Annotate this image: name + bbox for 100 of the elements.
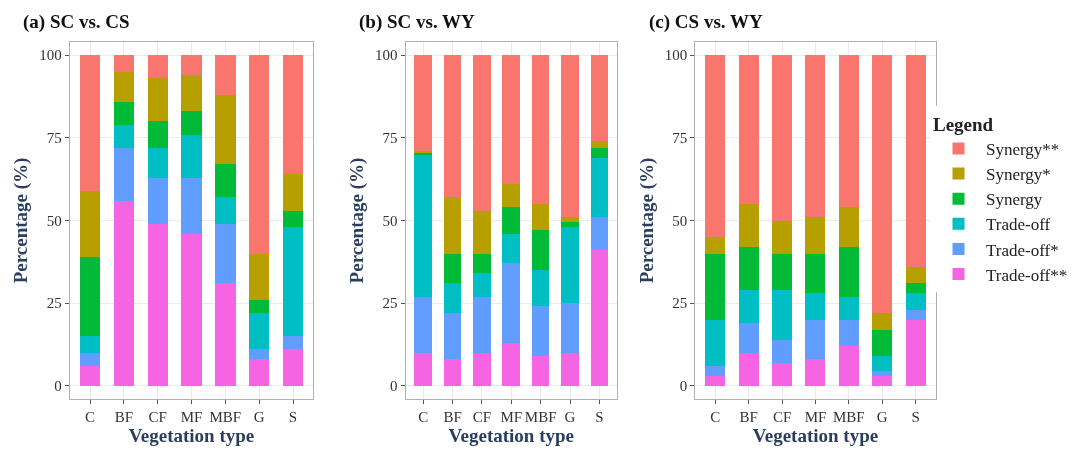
bar: [113, 147, 135, 201]
y-tick-label: 75: [672, 130, 688, 147]
y-tick-label: 0: [390, 378, 398, 395]
bar: [905, 319, 926, 386]
bar: [531, 230, 550, 271]
bar: [215, 94, 236, 165]
bar: [705, 375, 726, 386]
bar: [249, 359, 270, 386]
y-tick-label: 75: [46, 130, 62, 147]
legend-label: Trade-off**: [986, 265, 1068, 285]
bar: [590, 250, 609, 386]
bar: [590, 55, 609, 142]
bar: [147, 147, 168, 178]
bar: [147, 55, 168, 79]
y-tick-label: 25: [382, 295, 398, 312]
x-tick-label: C: [418, 409, 429, 425]
x-tick-label: G: [564, 409, 576, 425]
bar: [147, 223, 168, 386]
x-tick-label: MF: [180, 409, 203, 425]
bar: [531, 356, 550, 386]
bar: [590, 141, 609, 148]
bar: [282, 174, 304, 211]
x-axis-title: Vegetation type: [448, 425, 574, 446]
y-tick-label: 100: [39, 47, 62, 64]
x-tick-label: C: [710, 409, 721, 425]
x-tick-label: C: [85, 409, 96, 425]
y-tick-label: 100: [664, 47, 688, 64]
bar: [905, 283, 926, 294]
bar: [79, 256, 101, 337]
bar: [181, 134, 202, 178]
bar: [905, 293, 926, 310]
bar: [79, 190, 101, 257]
bar: [561, 227, 579, 304]
bar: [473, 352, 491, 386]
legend-label: Synergy: [986, 190, 1043, 210]
y-axis-title: Percentage (%): [635, 157, 658, 284]
bar: [502, 233, 521, 264]
bar: [113, 101, 135, 125]
bar: [838, 319, 859, 347]
bar: [561, 217, 579, 223]
bar: [473, 210, 491, 254]
bar: [705, 365, 726, 376]
bar: [838, 346, 859, 386]
bar: [872, 313, 893, 330]
chart-title: (b) SC vs. WY: [359, 11, 476, 33]
bar: [590, 147, 609, 158]
bar: [282, 227, 304, 337]
bar: [249, 313, 270, 350]
bar: [738, 322, 759, 353]
x-tick-label: BF: [739, 409, 758, 425]
bar: [738, 203, 759, 247]
bar: [531, 55, 550, 204]
bar: [79, 55, 101, 191]
bar: [473, 296, 491, 353]
bar: [181, 55, 202, 76]
bar: [738, 246, 759, 290]
x-tick-label: MBF: [524, 409, 557, 425]
bar: [79, 352, 101, 366]
y-tick-label: 50: [46, 212, 62, 229]
bar: [872, 55, 893, 314]
x-tick-label: BF: [443, 409, 462, 425]
x-tick-label: S: [595, 409, 604, 425]
bar: [113, 124, 135, 148]
bar: [414, 352, 433, 386]
y-axis-title: Percentage (%): [10, 157, 33, 284]
bar: [805, 359, 826, 386]
legend-label: Trade-off: [986, 215, 1051, 235]
legend-label: Synergy*: [986, 165, 1051, 185]
bar: [772, 289, 793, 340]
bar: [502, 342, 521, 386]
bar: [905, 55, 926, 267]
x-tick-label: MBF: [209, 409, 242, 425]
x-tick-label: CF: [772, 409, 792, 425]
bar: [738, 55, 759, 204]
bar: [113, 71, 135, 102]
chart-title: (a) SC vs. CS: [23, 11, 130, 33]
bar: [531, 270, 550, 307]
bar: [282, 210, 304, 228]
bar: [215, 197, 236, 224]
bar: [705, 319, 726, 366]
x-tick-label: CF: [472, 409, 492, 425]
bar: [473, 55, 491, 211]
x-tick-label: CF: [148, 409, 167, 425]
bar: [590, 217, 609, 251]
bar: [282, 336, 304, 350]
bar: [805, 319, 826, 360]
bar: [181, 75, 202, 112]
y-tick-label: 0: [54, 378, 62, 395]
bar: [249, 253, 270, 300]
bar: [473, 253, 491, 274]
bar: [872, 375, 893, 386]
bar: [838, 246, 859, 297]
bar: [502, 263, 521, 343]
bar: [79, 365, 101, 386]
bar: [502, 55, 521, 185]
bar: [531, 203, 550, 231]
bar: [905, 309, 926, 320]
bar: [561, 303, 579, 353]
bar: [181, 111, 202, 135]
bar: [705, 55, 726, 238]
